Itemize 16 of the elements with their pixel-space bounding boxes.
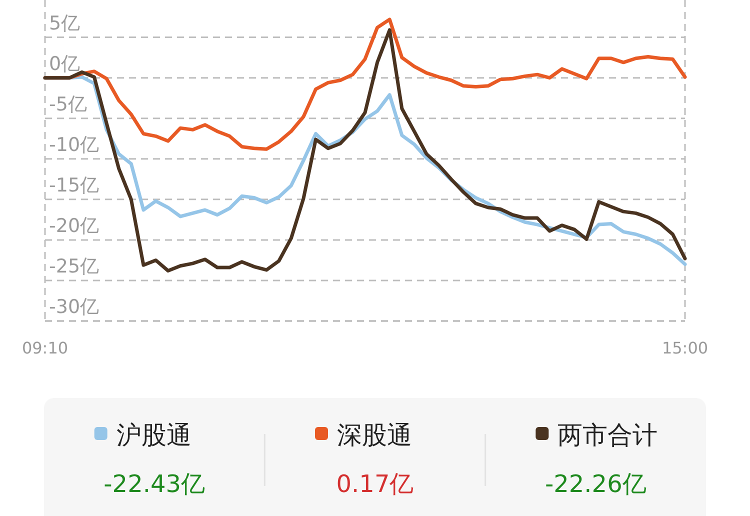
y-tick-label: 0亿: [49, 52, 80, 75]
y-tick-label: -10亿: [49, 134, 100, 156]
legend-label: 深股通: [337, 420, 412, 450]
y-tick-label: -20亿: [49, 214, 100, 237]
text: -22.43亿: [104, 470, 206, 498]
x-tick-label: 15:00: [662, 338, 708, 358]
y-tick-label: -5亿: [49, 93, 87, 116]
y-tick-label: 5亿: [49, 12, 80, 34]
text: 0.17亿: [336, 470, 414, 498]
legend-label: 两市合计: [558, 420, 658, 450]
x-tick-label: 09:10: [22, 338, 68, 358]
text: -22.26亿: [544, 470, 646, 498]
legend-label: 沪股通: [116, 420, 192, 450]
y-tick-label: -30亿: [49, 296, 100, 318]
y-tick-label: -15亿: [49, 174, 100, 196]
y-tick-label: -25亿: [49, 255, 100, 278]
